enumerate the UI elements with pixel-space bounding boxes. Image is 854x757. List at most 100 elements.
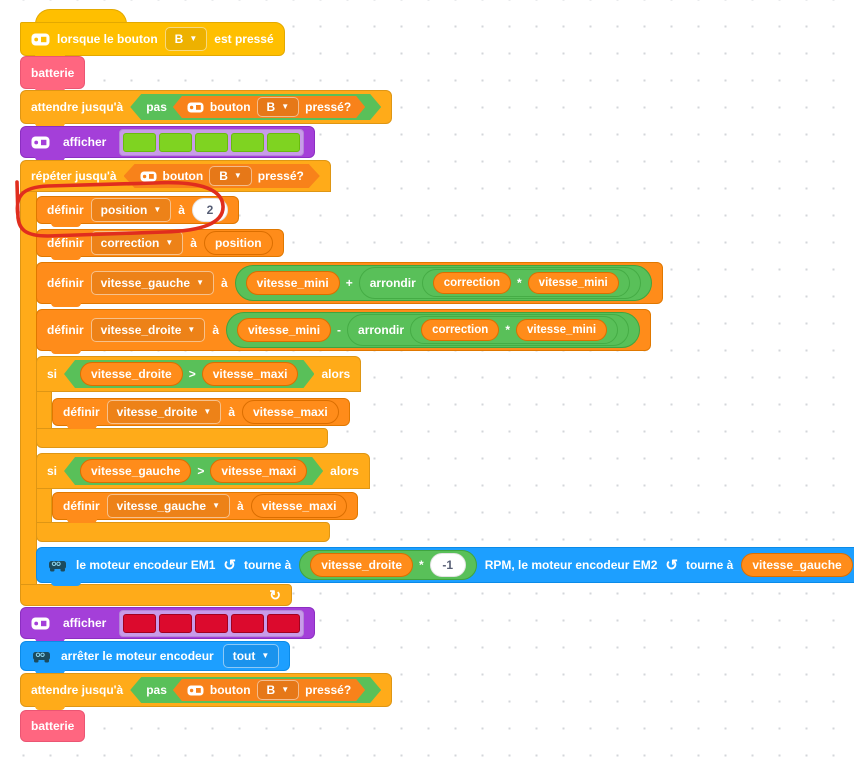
motor-stop-block[interactable]: arrêter le moteur encodeur tout ▼ [20,641,291,674]
batterie-block-bottom[interactable]: batterie [20,710,86,742]
value-input[interactable]: 2 [191,198,228,222]
addition-operator[interactable]: vitesse_mini + arrondir correction * vit… [234,265,652,301]
chevron-down-icon: ▼ [281,102,290,111]
chevron-down-icon: ▼ [261,651,270,660]
chevron-down-icon: ▼ [203,407,212,416]
wait-until-block-top[interactable]: attendre jusqu'à pas bouton B ▼ pressé? [20,90,393,127]
if-droite-bottom-arm [36,428,328,448]
hat-label-post: est pressé [214,32,274,46]
button-pressed-condition[interactable]: bouton B ▼ pressé? [173,679,365,701]
set-correction-block[interactable]: définir correction ▼ à position [36,229,284,260]
not-operator[interactable]: pas bouton B ▼ pressé? [130,94,381,120]
vitesse-gauche-oval[interactable]: vitesse_gauche [80,459,191,483]
round-operator[interactable]: arrondir correction * vitesse_mini [358,267,641,299]
variable-dropdown[interactable]: position ▼ [90,198,172,222]
led-segment [267,613,301,633]
vitesse-gauche-oval[interactable]: vitesse_gauche [741,553,853,577]
chevron-down-icon: ▼ [153,205,162,214]
set-vitesse-droite-cap-block[interactable]: définir vitesse_droite ▼ à vitesse_maxi [52,398,350,429]
led-segment [159,132,193,152]
led-matrix-input[interactable] [119,609,305,637]
device-icon [187,685,204,696]
repeat-bottom-arm: ↻ [20,584,292,606]
robot-icon [31,649,52,664]
motor-select-dropdown[interactable]: tout ▼ [222,644,280,668]
multiply-operator[interactable]: correction * vitesse_mini [421,269,630,297]
vitesse-droite-oval[interactable]: vitesse_droite [310,553,414,577]
multiply-operator[interactable]: vitesse_droite * -1 [299,550,477,580]
loop-arrow-icon: ↻ [269,586,281,603]
not-operator[interactable]: pas bouton B ▼ pressé? [130,677,381,703]
variable-dropdown[interactable]: vitesse_gauche ▼ [90,271,214,295]
chevron-down-icon: ▼ [281,685,290,694]
if-droite-block[interactable]: si vitesse_droite > vitesse_maxi alors [36,356,362,392]
set-vitesse-droite-block[interactable]: définir vitesse_droite ▼ à vitesse_mini … [36,309,652,354]
device-icon [140,171,157,182]
multiply-operator[interactable]: correction * vitesse_mini [410,316,619,344]
button-dropdown[interactable]: B ▼ [164,27,208,51]
button-pressed-condition[interactable]: bouton B ▼ pressé? [124,164,320,188]
chevron-down-icon: ▼ [196,278,204,287]
robot-icon [47,558,68,573]
led-segment [195,132,229,152]
repeat-left-arm [20,190,37,586]
vitesse-mini-oval[interactable]: vitesse_mini [245,271,340,295]
vitesse-mini-oval[interactable]: vitesse_mini [237,318,332,342]
led-segment [231,132,265,152]
button-dropdown[interactable]: B ▼ [257,680,300,700]
round-operator[interactable]: arrondir correction * vitesse_mini [347,314,630,346]
button-pressed-condition[interactable]: bouton B ▼ pressé? [173,96,365,118]
vitesse-droite-oval[interactable]: vitesse_droite [80,362,183,386]
device-icon [31,617,50,630]
if-gauche-left-arm [36,485,52,524]
vitesse-mini-oval[interactable]: vitesse_mini [515,319,608,341]
device-icon [31,136,50,149]
led-segment [195,613,229,633]
rotate-ccw-icon: ↺ [665,556,678,574]
factor-input[interactable]: -1 [429,553,466,577]
batterie-block-top[interactable]: batterie [20,56,86,92]
if-gauche-bottom-arm [36,522,330,542]
variable-dropdown[interactable]: vitesse_droite ▼ [106,400,222,424]
vitesse-maxi-oval[interactable]: vitesse_maxi [242,400,339,424]
set-position-block[interactable]: définir position ▼ à 2 [36,196,239,227]
button-dropdown[interactable]: B ▼ [209,166,252,186]
repeat-until-block[interactable]: répéter jusqu'à bouton B ▼ pressé? [20,160,331,192]
greater-than-condition[interactable]: vitesse_droite > vitesse_maxi [64,360,314,388]
if-gauche-block[interactable]: si vitesse_gauche > vitesse_maxi alors [36,453,370,489]
correction-oval[interactable]: correction [432,272,511,294]
position-variable-oval[interactable]: position [203,231,273,255]
led-segment [267,132,301,152]
chevron-down-icon: ▼ [212,501,220,510]
chevron-down-icon: ▼ [233,171,242,180]
vitesse-maxi-oval[interactable]: vitesse_maxi [210,459,307,483]
led-segment [123,132,157,152]
led-matrix-input[interactable] [119,128,305,156]
chevron-down-icon: ▼ [165,238,174,247]
subtraction-operator[interactable]: vitesse_mini - arrondir correction * vit… [226,312,641,348]
hat-when-button-pressed[interactable]: lorsque le bouton B ▼ est pressé [20,22,285,59]
correction-oval[interactable]: correction [421,319,500,341]
set-vitesse-gauche-block[interactable]: définir vitesse_gauche ▼ à vitesse_mini … [36,262,663,307]
greater-than-condition[interactable]: vitesse_gauche > vitesse_maxi [64,457,323,485]
hat-label-pre: lorsque le bouton [57,32,158,46]
display-block-red[interactable]: afficher [20,607,316,642]
button-dropdown[interactable]: B ▼ [257,97,300,117]
vitesse-mini-oval[interactable]: vitesse_mini [527,272,619,294]
device-icon [187,102,204,113]
set-vitesse-gauche-cap-block[interactable]: définir vitesse_gauche ▼ à vitesse_maxi [52,492,359,523]
vitesse-maxi-oval[interactable]: vitesse_maxi [202,362,299,386]
chevron-down-icon: ▼ [189,34,198,43]
led-segment [159,613,193,633]
display-block-green[interactable]: afficher [20,126,316,161]
rotate-ccw-icon: ↺ [223,556,236,574]
variable-dropdown[interactable]: vitesse_gauche ▼ [106,494,230,518]
motor-run-block[interactable]: le moteur encodeur EM1 ↺ tourne à vitess… [36,547,854,586]
wait-until-block-bottom[interactable]: attendre jusqu'à pas bouton B ▼ pressé? [20,673,393,710]
vitesse-maxi-oval[interactable]: vitesse_maxi [250,494,348,518]
variable-dropdown[interactable]: correction ▼ [90,231,184,255]
device-icon [31,33,50,46]
variable-dropdown[interactable]: vitesse_droite ▼ [90,318,206,342]
led-segment [123,613,157,633]
